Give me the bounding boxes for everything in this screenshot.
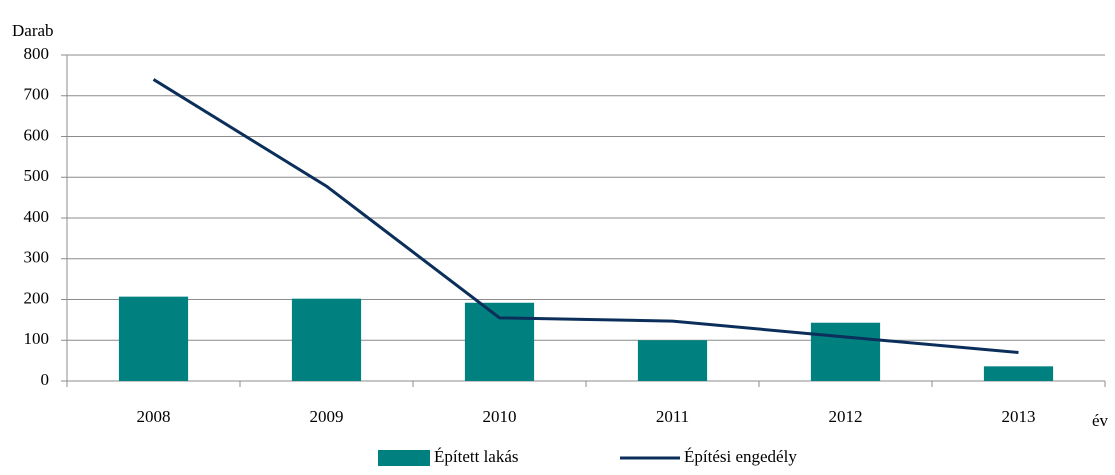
y-tick-label: 800 (24, 44, 50, 63)
bar (637, 340, 708, 381)
y-tick-label: 500 (24, 166, 50, 185)
x-tick-label: 2012 (829, 407, 863, 426)
y-tick-label: 100 (24, 329, 50, 348)
x-tick-label: 2011 (656, 407, 689, 426)
bar (291, 298, 362, 381)
x-tick-label: 2013 (1002, 407, 1036, 426)
x-tick-label: 2008 (137, 407, 171, 426)
x-tick-label: 2009 (310, 407, 344, 426)
legend-label: Építési engedély (684, 447, 797, 466)
bar (810, 322, 881, 381)
y-axis-label: Darab (12, 21, 54, 40)
y-tick-label: 600 (24, 125, 50, 144)
legend-label: Épített lakás (434, 447, 519, 466)
x-tick-label: 2010 (483, 407, 517, 426)
y-tick-label: 0 (41, 370, 50, 389)
y-tick-label: 400 (24, 207, 50, 226)
bar (118, 296, 189, 381)
y-tick-label: 700 (24, 85, 50, 104)
x-axis-label: év (1092, 411, 1109, 430)
bar (464, 302, 535, 381)
bar (983, 366, 1054, 381)
legend-swatch (378, 450, 430, 466)
line (152, 78, 1019, 354)
y-tick-label: 300 (24, 248, 50, 267)
y-tick-label: 200 (24, 288, 50, 307)
